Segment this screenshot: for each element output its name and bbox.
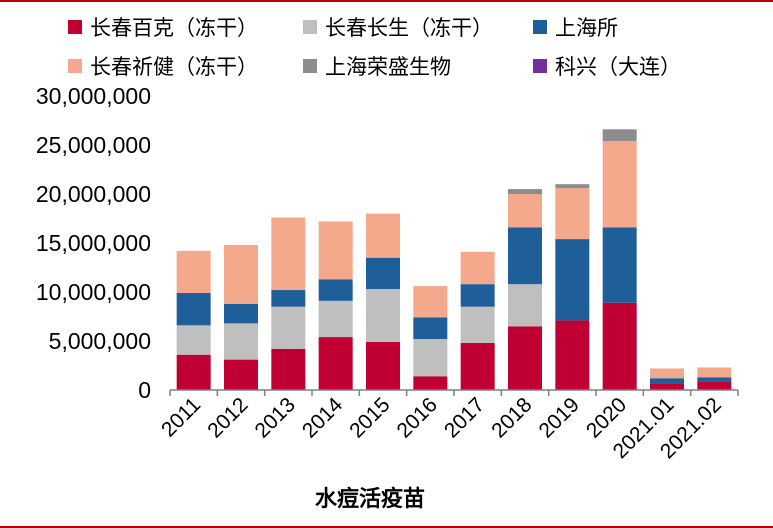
legend-label: 上海荣盛生物: [325, 55, 451, 79]
bar-segment: [271, 306, 306, 349]
y-tick-label: 25,000,000: [36, 132, 151, 158]
bar-segment: [650, 378, 684, 384]
legend-label: 上海所: [555, 16, 618, 40]
x-tick-label: 2011: [157, 393, 205, 441]
bar-segment: [555, 239, 590, 321]
bar-segment: [413, 286, 448, 318]
x-tick-label: 2015: [345, 393, 394, 442]
bar-segment: [366, 257, 400, 290]
bar-segment: [413, 317, 448, 340]
bar-segment: [366, 341, 400, 390]
bar-segment: [224, 303, 258, 324]
legend-label: 长春祈健（冻干）: [90, 55, 258, 79]
bar-segment: [650, 368, 684, 379]
bar-segment: [224, 323, 258, 360]
x-tick-label: 2014: [298, 393, 348, 443]
y-tick-label: 0: [138, 377, 151, 403]
x-tick-label: 2016: [393, 393, 442, 442]
legend-swatch: [533, 59, 547, 73]
bar-segment: [555, 188, 590, 240]
bar-segment: [224, 359, 258, 390]
x-tick-label: 2018: [487, 393, 536, 442]
bar-segment: [176, 325, 211, 355]
bar-segment: [176, 250, 211, 293]
bar-segment: [697, 377, 732, 382]
legend-swatch: [303, 20, 317, 34]
bar-segment: [508, 284, 542, 327]
y-tick-label: 15,000,000: [36, 230, 151, 256]
y-tick-label: 5,000,000: [49, 328, 151, 354]
x-tick-label: 2019: [535, 393, 584, 442]
bar-segment: [460, 251, 495, 285]
y-tick-label: 10,000,000: [36, 279, 151, 305]
bar-segment: [224, 244, 258, 304]
bar-segment: [555, 184, 590, 189]
bar-segment: [460, 342, 495, 390]
x-axis-tick-labels: 2011201220132014201520162017201820192020…: [157, 393, 726, 463]
y-tick-label: 20,000,000: [36, 181, 151, 207]
bar-segment: [602, 141, 637, 228]
bar-segment: [271, 217, 306, 291]
bar-segment: [602, 302, 637, 390]
bar-segment: [460, 306, 495, 343]
x-axis-label: 水痘活疫苗: [315, 486, 425, 512]
legend-swatch: [68, 20, 82, 34]
bar-segment: [697, 381, 732, 390]
x-tick-label: 2017: [440, 393, 489, 442]
legend-swatch: [303, 59, 317, 73]
bar-segment: [318, 300, 353, 338]
x-tick-label: 2013: [251, 393, 300, 442]
bar-segment: [271, 348, 306, 390]
y-axis-tick-labels: 0 5,000,000 10,000,000 15,000,000 20,000,000…: [36, 83, 151, 403]
bar-segment: [602, 227, 637, 303]
bar-segment: [508, 194, 542, 228]
bar-segment: [318, 221, 353, 280]
bar-segment: [318, 337, 353, 390]
bar-segment: [413, 339, 448, 377]
bar-segment: [460, 284, 495, 307]
bar-segment: [508, 227, 542, 285]
legend-label: 长春百克（冻干）: [90, 16, 258, 40]
bar-segment: [366, 289, 400, 342]
x-tick-label: 2012: [203, 393, 252, 442]
axes: [169, 389, 739, 396]
legend-swatch: [68, 59, 82, 73]
bar-segment: [176, 354, 211, 390]
bar-segment: [650, 383, 684, 390]
bar-segment: [697, 367, 732, 378]
bar-segment: [366, 213, 400, 258]
y-tick-label: 30,000,000: [36, 83, 151, 109]
bar-segment: [508, 326, 542, 390]
bar-segment: [413, 376, 448, 390]
bar-segment: [508, 189, 542, 194]
bar-segment: [176, 292, 211, 326]
bars: [176, 129, 732, 390]
legend-swatch: [533, 20, 547, 34]
legend-label: 长春长生（冻干）: [325, 16, 493, 40]
bar-segment: [602, 129, 637, 142]
legend-label: 科兴（大连）: [555, 55, 681, 79]
bar-segment: [555, 320, 590, 390]
bar-segment: [318, 279, 353, 301]
bar-segment: [271, 290, 306, 307]
